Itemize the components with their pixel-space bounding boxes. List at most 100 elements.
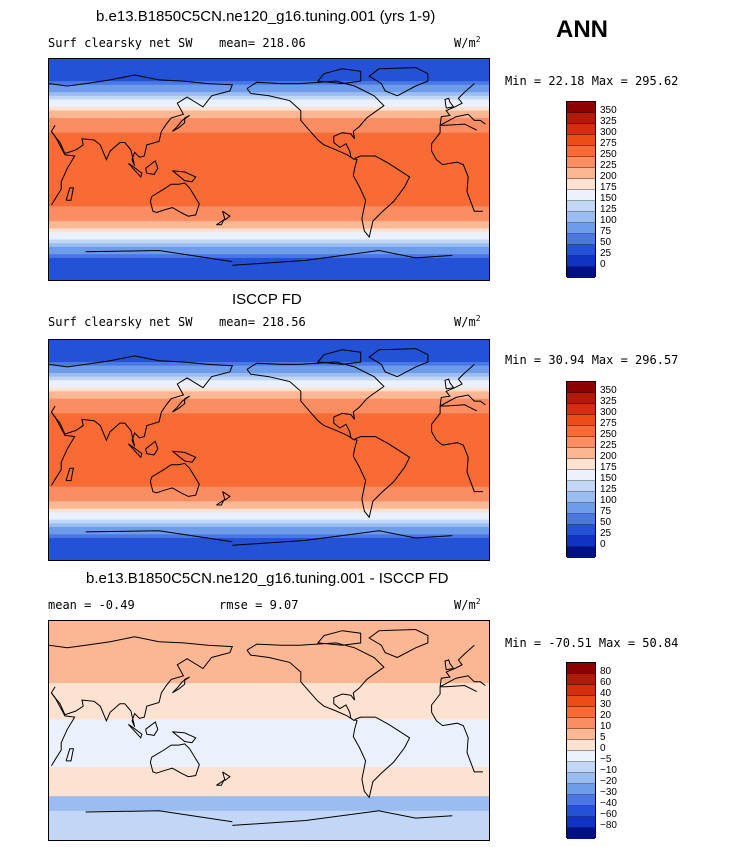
colorbar-tick-label: 75 (600, 506, 612, 517)
contour-band (49, 62, 489, 67)
coastline (50, 692, 76, 767)
contour-band (49, 781, 489, 786)
contour-band (49, 497, 489, 502)
contour-band (49, 472, 489, 477)
contour-band (49, 173, 489, 178)
colorbar-tick-label: −40 (600, 798, 617, 809)
contour-band (49, 147, 489, 152)
colorbar-tick-label: 325 (600, 396, 617, 407)
colorbar-swatch (567, 762, 595, 773)
contour-band (49, 792, 489, 797)
contour-band (49, 661, 489, 666)
coastline (439, 644, 475, 687)
colorbar-swatch (567, 168, 595, 179)
contour-band (49, 486, 489, 491)
contour-band (49, 701, 489, 706)
coastline (368, 348, 429, 378)
colorbar-swatch (567, 415, 595, 426)
panel1-minmax-label: Min = 22.18 Max = 295.62 (505, 74, 679, 88)
coastline (439, 675, 486, 688)
contour-band (49, 439, 489, 444)
contour-band (49, 836, 489, 840)
contour-band (49, 380, 489, 385)
contour-band (49, 398, 489, 403)
contour-band (49, 646, 489, 651)
contour-band (49, 165, 489, 171)
colorbar-tick-label: 300 (600, 407, 617, 418)
coastline (232, 530, 453, 546)
colorbar-tick-label: 50 (600, 237, 612, 248)
contour-band (49, 176, 489, 182)
coastline (172, 676, 190, 694)
contour-band (49, 556, 489, 560)
colorbar-swatch (567, 393, 595, 404)
contour-band (49, 73, 489, 79)
contour-band (49, 635, 489, 640)
contour-band (49, 675, 489, 680)
coastline (444, 378, 455, 390)
colorbar-swatch (567, 525, 595, 536)
colorbar-tick-label: −60 (600, 809, 617, 820)
colorbar-swatch (567, 234, 595, 245)
contour-band (49, 228, 489, 233)
contour-band (49, 723, 489, 728)
contour-band (49, 254, 489, 259)
panel1-units-label: W/m2 (454, 35, 481, 50)
contour-band (49, 92, 489, 97)
contour-band (49, 483, 489, 488)
colorbar-swatch (567, 481, 595, 492)
contour-band (49, 117, 489, 123)
coastline (439, 113, 486, 126)
colorbar-swatch (567, 190, 595, 201)
coastline (50, 131, 76, 206)
colorbar-tick-label: 200 (600, 451, 617, 462)
colorbar-swatch (567, 536, 595, 547)
panel2-title: ISCCP FD (232, 291, 302, 308)
colorbar-tick-label: 300 (600, 127, 617, 138)
contour-band (49, 340, 489, 345)
contour-band (49, 409, 489, 414)
contour-band (49, 413, 489, 418)
map-svg (49, 621, 489, 840)
colorbar-swatch (567, 514, 595, 525)
colorbar-swatch (567, 751, 595, 762)
contour-band (49, 365, 489, 370)
panel2-colorbar (566, 381, 596, 558)
coastline (85, 810, 233, 823)
panel3-title: b.e13.B1850C5CN.ne120_g16.tuning.001 - I… (86, 570, 449, 587)
contour-band (49, 516, 489, 521)
contour-band (49, 694, 489, 699)
contour-band (49, 187, 489, 193)
contour-band (49, 110, 489, 115)
contour-band (49, 523, 489, 528)
contour-band (49, 788, 489, 794)
contour-band (49, 239, 489, 244)
contour-band (49, 519, 489, 524)
coastline (352, 716, 411, 799)
contour-band (49, 347, 489, 352)
contour-band (49, 373, 489, 378)
contour-band (49, 505, 489, 510)
coastline (65, 187, 75, 201)
contour-band (49, 276, 489, 280)
colorbar-tick-label: 350 (600, 105, 617, 116)
contour-band (49, 810, 489, 816)
contour-band (49, 752, 489, 757)
contour-band (49, 704, 489, 710)
colorbar-swatch (567, 740, 595, 751)
colorbar-swatch (567, 784, 595, 795)
contour-band (49, 541, 489, 546)
coastline (128, 723, 143, 739)
colorbar-swatch (567, 404, 595, 415)
coastline (49, 355, 234, 447)
contour-band (49, 479, 489, 484)
contour-band (49, 224, 489, 230)
season-label: ANN (556, 16, 608, 43)
colorbar-tick-label: 10 (600, 721, 612, 732)
coastline (85, 530, 233, 543)
coastline (316, 630, 362, 646)
contour-band (49, 464, 489, 469)
colorbar-swatch (567, 547, 595, 558)
colorbar-swatch (567, 267, 595, 278)
colorbar-swatch (567, 773, 595, 784)
